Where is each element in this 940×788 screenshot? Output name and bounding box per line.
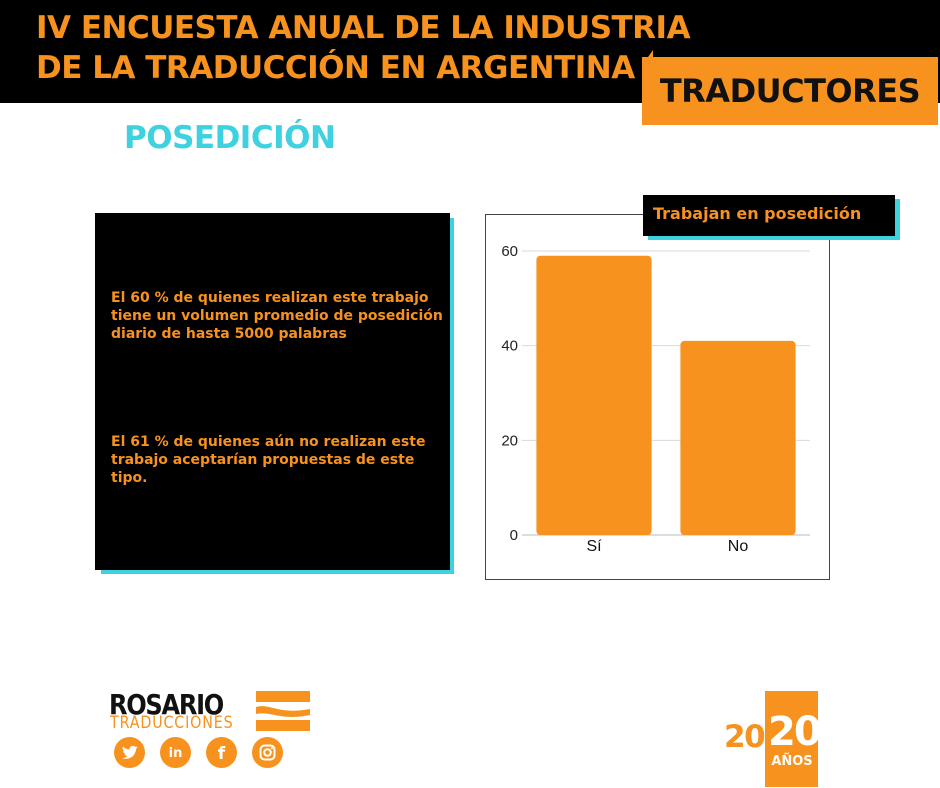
header-banner: IV ENCUESTA ANUAL DE LA INDUSTRIA DE LA … xyxy=(0,0,940,103)
x-tick-label: No xyxy=(728,538,749,555)
anniversary-year-right: 20 xyxy=(768,709,822,755)
chart-title: Trabajan en posedición xyxy=(653,204,862,223)
anniversary-box xyxy=(765,691,818,787)
logo-subtitle: TRADUCCIONES xyxy=(110,713,234,733)
anniversary-year-left: 20 xyxy=(724,719,766,755)
anniversary-badge: 20 20 AÑOS xyxy=(724,691,822,787)
stat-text-1: El 60 % de quienes realizan este trabajo… xyxy=(111,290,443,342)
facebook-icon[interactable]: f xyxy=(206,737,237,768)
stats-panel: El 60 % de quienes realizan este trabajo… xyxy=(95,213,450,570)
instagram-icon[interactable] xyxy=(252,737,283,768)
svg-text:f: f xyxy=(218,744,226,764)
survey-title-line-2: DE LA TRADUCCIÓN EN ARGENTINA xyxy=(36,50,635,86)
twitter-icon[interactable] xyxy=(114,737,145,768)
bar-chart: 0 20 40 60 Sí No xyxy=(501,243,810,555)
logo-name: ROSARIO xyxy=(109,688,224,721)
chart-title-box: Trabajan en posedición xyxy=(643,195,895,236)
category-badge-label: TRADUCTORES xyxy=(659,72,921,110)
x-tick-label: Sí xyxy=(586,538,602,555)
bar xyxy=(680,340,796,535)
category-badge: TRADUCTORES xyxy=(642,57,938,125)
logo-wave-icon xyxy=(256,691,310,731)
company-logo: ROSARIO TRADUCCIONES xyxy=(109,688,311,733)
linkedin-icon[interactable]: in xyxy=(160,737,191,768)
svg-text:in: in xyxy=(169,746,183,761)
section-title: POSEDICIÓN xyxy=(124,120,336,156)
survey-title-line-1: IV ENCUESTA ANUAL DE LA INDUSTRIA xyxy=(36,10,691,46)
bar xyxy=(536,255,652,535)
y-tick-label: 60 xyxy=(501,243,518,260)
anniversary-label: AÑOS xyxy=(771,754,813,769)
y-tick-label: 0 xyxy=(510,527,518,544)
y-tick-label: 40 xyxy=(501,338,518,355)
y-tick-label: 20 xyxy=(501,432,518,449)
stat-text-2: El 61 % de quienes aún no realizan este … xyxy=(111,434,426,486)
